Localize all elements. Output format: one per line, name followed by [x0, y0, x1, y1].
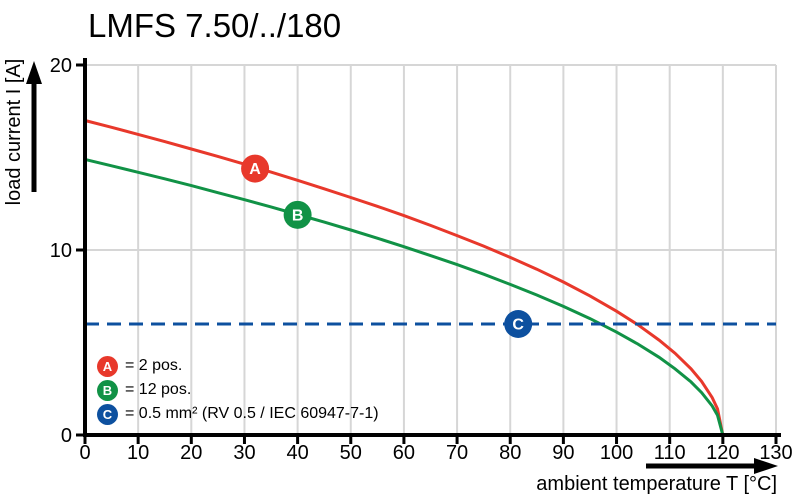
legend-label-a: = 2 pos.: [125, 357, 183, 374]
curve-marker-c: C: [504, 310, 533, 338]
legend-marker-c-icon: C: [97, 403, 118, 425]
curve-marker-letter: A: [249, 161, 261, 178]
axes: [83, 58, 781, 437]
x-tick-label: 30: [233, 442, 255, 464]
x-tick-label: 50: [340, 442, 362, 464]
legend: A = 2 pos. B = 12 pos. C = 0.5 mm² (RV 0…: [97, 354, 379, 426]
curve-a: [84, 119, 725, 436]
y-axis-ticks: 0 10 20: [50, 55, 85, 447]
x-tick-label: 80: [499, 442, 521, 464]
x-tick-label: 10: [127, 442, 149, 464]
y-axis-title: load current I [A]: [3, 59, 42, 206]
x-tick-label: 120: [706, 442, 739, 464]
curve-markers: A B C: [241, 154, 533, 338]
x-tick-label: 40: [286, 442, 308, 464]
y-tick-label: 0: [61, 425, 72, 447]
x-tick-label: 20: [180, 442, 202, 464]
x-tick-label: 110: [654, 442, 686, 464]
legend-item-c: C = 0.5 mm² (RV 0.5 / IEC 60947-7-1): [97, 402, 379, 426]
curve-marker-letter: C: [512, 317, 524, 334]
x-axis-arrow-icon: [646, 458, 778, 474]
legend-marker-b-icon: B: [97, 379, 118, 401]
curve-marker-b: B: [283, 200, 312, 229]
y-tick-label: 20: [50, 55, 72, 77]
x-axis-ticks: 0 10 20 30 40 50 60 70 80 90 100 110 120 130: [79, 435, 793, 464]
x-tick-label: 130: [759, 442, 792, 464]
x-axis-label: ambient temperature T [°C]: [536, 473, 777, 495]
curve-marker-circle: [241, 154, 270, 183]
chart-title: LMFS 7.50/../180: [88, 7, 341, 44]
x-tick-label: 60: [393, 442, 415, 464]
curve-b: [84, 157, 725, 436]
legend-label-b: = 12 pos.: [125, 381, 192, 398]
curve-marker-letter: B: [292, 207, 304, 224]
legend-label-c: = 0.5 mm² (RV 0.5 / IEC 60947-7-1): [125, 405, 379, 422]
x-tick-label: 0: [79, 442, 90, 464]
legend-item-a: A = 2 pos.: [97, 354, 379, 378]
series-curves: [84, 119, 776, 436]
legend-marker-a-icon: A: [97, 355, 118, 377]
curve-marker-circle: [504, 310, 533, 338]
curve-marker-a: A: [241, 154, 270, 183]
x-tick-label: 100: [600, 442, 633, 464]
y-axis-label: load current I [A]: [3, 59, 25, 206]
legend-item-b: B = 12 pos.: [97, 378, 379, 402]
x-axis-title: ambient temperature T [°C]: [536, 458, 778, 495]
y-axis-arrow-icon: [26, 61, 42, 192]
y-tick-label: 10: [50, 240, 72, 262]
x-tick-label: 70: [446, 442, 468, 464]
grid-lines: [85, 64, 777, 435]
curve-marker-circle: [283, 200, 312, 229]
x-tick-label: 90: [552, 442, 574, 464]
